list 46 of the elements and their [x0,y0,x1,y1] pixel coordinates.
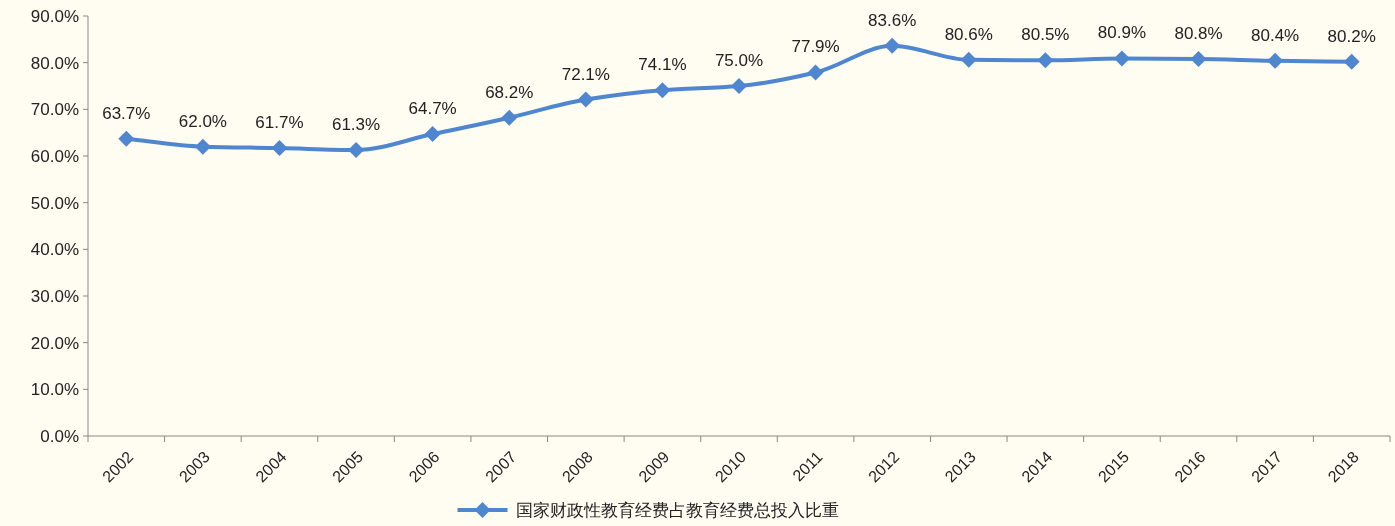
y-tick-label: 20.0% [30,333,79,353]
data-label: 61.3% [331,114,381,134]
point [118,130,135,147]
y-tick-label: 80.0% [30,53,79,73]
data-label: 80.8% [1174,23,1223,43]
legend-label: 国家财政性教育经费占教育经费总投入比重 [515,501,839,520]
point [424,126,441,143]
data-label: 80.2% [1327,26,1376,46]
point [1037,52,1054,69]
point [348,141,365,158]
point [501,109,518,126]
y-tick-label: 30.0% [30,287,79,306]
y-tick-label: 50.0% [30,193,79,213]
data-label: 72.1% [561,64,610,84]
point [807,64,824,81]
data-label: 80.5% [1021,25,1070,45]
point [960,51,977,68]
point [194,138,211,155]
data-label: 74.1% [638,55,687,75]
y-tick-label: 0.0% [40,427,79,446]
y-tick-label: 60.0% [30,147,79,166]
point [1267,52,1284,69]
legend: 国家财政性教育经费占教育经费总投入比重 [457,501,839,520]
y-tick-label: 40.0% [30,240,79,260]
data-label: 64.7% [408,99,457,119]
point [1113,50,1130,67]
data-label: 61.7% [255,113,304,133]
point [1343,53,1360,70]
y-tick-label: 90.0% [30,7,79,26]
data-label: 68.2% [485,82,534,102]
data-label: 77.9% [791,37,840,57]
data-label: 63.7% [102,103,151,123]
data-label: 75.0% [714,51,764,70]
data-label: 80.9% [1097,23,1147,43]
y-tick-label: 70.0% [30,100,79,120]
point [731,78,747,94]
data-label: 62.0% [178,111,227,131]
point [884,37,901,54]
data-label: 80.4% [1251,25,1300,45]
y-tick-label: 10.0% [30,380,79,400]
data-label: 80.6% [944,24,993,44]
data-label: 83.6% [868,10,917,30]
point [271,140,288,157]
point [577,91,594,108]
point [654,82,671,99]
point [1190,50,1207,67]
